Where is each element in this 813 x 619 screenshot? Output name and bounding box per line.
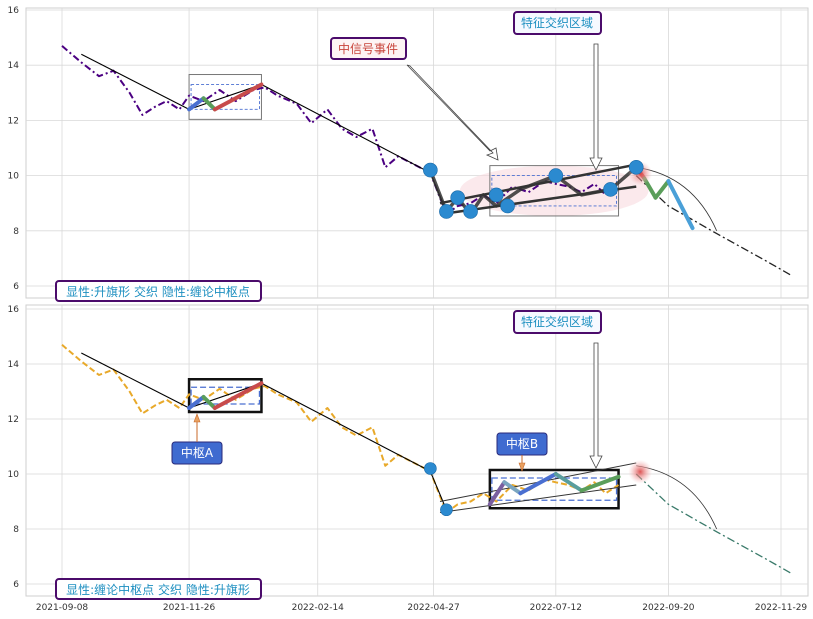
annotation-text-signal: 中信号事件	[338, 41, 398, 56]
annotation-text-weave: 特征交织区域	[521, 314, 593, 329]
annotation-arrow-weave	[589, 43, 603, 171]
stroke-segment	[212, 381, 264, 410]
y-tick-label: 16	[8, 6, 20, 16]
stroke-segment	[487, 480, 507, 507]
stroke-segment	[201, 395, 217, 410]
stroke-segment	[579, 474, 621, 493]
stroke-segment	[553, 472, 584, 493]
y-tick-label: 14	[8, 61, 20, 71]
annotation-box-weave	[513, 310, 602, 334]
pivot-point	[439, 204, 454, 219]
x-tick-label: 2022-02-14	[292, 603, 345, 613]
pivot-point	[500, 198, 515, 214]
x-tick-label: 2022-09-20	[642, 603, 695, 613]
annotation-text-pivot-b: 中枢B	[506, 436, 538, 451]
x-tick-label: 2022-11-29	[755, 603, 808, 613]
signal-glow-marker	[628, 459, 653, 484]
pattern-label: 显性:缠论中枢点 交织 隐性:升旗形	[66, 582, 250, 597]
annotation-box-weave	[513, 11, 602, 35]
y-tick-label: 16	[8, 305, 20, 315]
pivot-point	[463, 204, 478, 219]
pattern-label-box	[55, 578, 262, 600]
annotation-text-pivot-a: 中枢A	[181, 445, 214, 460]
pattern-label: 显性:升旗形 交织 隐性:缠论中枢点	[66, 284, 250, 299]
pivot-inner-box	[190, 84, 260, 110]
annotation-arrowhead-pivot-b	[518, 462, 526, 472]
pivot-point	[424, 462, 437, 475]
series-projection	[635, 473, 792, 574]
stroke-segment	[212, 82, 264, 112]
pivot-point	[423, 162, 438, 178]
series-price	[61, 45, 620, 216]
annotation-arrowhead-pivot-a	[193, 413, 201, 423]
pivot-zone-box	[488, 468, 620, 510]
flag-boundary-line	[439, 163, 637, 205]
y-tick-label: 14	[8, 360, 20, 370]
y-tick-label: 12	[8, 415, 19, 425]
pivot-zone-box	[489, 165, 620, 217]
stroke-segment	[201, 96, 217, 112]
x-axis: 2021-09-08 2021-11-26 2022-02-14 2022-04-27…	[36, 603, 808, 613]
pivot-point	[628, 160, 644, 175]
y-tick-label: 10	[8, 470, 20, 480]
stroke-segment	[518, 472, 558, 496]
plot-frame	[25, 7, 809, 299]
stroke-segment	[187, 395, 206, 410]
pivot-point	[488, 187, 504, 203]
stroke-segment	[666, 179, 695, 231]
x-tick-label: 2021-11-26	[163, 603, 216, 613]
stroke-segment	[653, 179, 671, 200]
x-tick-label: 2022-04-27	[407, 603, 459, 613]
series-projection	[635, 175, 792, 276]
y-tick-label: 10	[8, 172, 20, 182]
stroke-segment	[187, 96, 206, 112]
y-tick-label: 8	[13, 227, 19, 237]
y-tick-label: 6	[13, 282, 19, 292]
pivot-point	[440, 503, 453, 517]
flag-boundary-line	[439, 484, 637, 513]
x-tick-label: 2022-07-12	[530, 603, 582, 613]
annotation-text-weave: 特征交织区域	[521, 15, 593, 30]
plot-frame	[25, 304, 809, 597]
pivot-point	[603, 182, 618, 197]
annotation-box-signal	[330, 37, 407, 60]
y-tick-label: 8	[13, 525, 19, 535]
pattern-label-box	[55, 280, 262, 302]
pivot-point	[450, 190, 465, 205]
y-tick-label: 6	[13, 580, 19, 590]
y-tick-label: 12	[8, 116, 19, 126]
annotation-arrow-signal	[406, 64, 499, 161]
pivot-inner-box	[491, 477, 618, 501]
x-tick-label: 2021-09-08	[36, 603, 89, 613]
annotation-arrow-weave	[589, 342, 603, 469]
pivot-point	[548, 168, 564, 183]
stroke-segment	[502, 480, 523, 496]
